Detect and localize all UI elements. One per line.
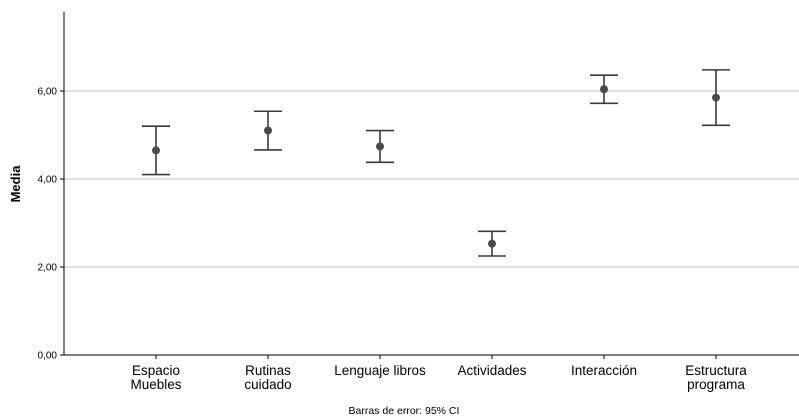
mean-marker-1 <box>264 126 272 135</box>
category-label-line: Lenguaje libros <box>334 363 426 378</box>
error-bars <box>142 69 730 257</box>
category-label-0: Espacio Muebles <box>130 363 181 392</box>
category-label-3: Actividades <box>457 363 526 378</box>
y-tick-label-3: 6,00 <box>38 87 58 98</box>
category-label-2: Lenguaje libros <box>334 363 426 378</box>
category-label-line: Actividades <box>457 363 526 378</box>
y-tick-label-2: 4,00 <box>38 175 58 186</box>
category-label-line: Estructura <box>685 363 747 378</box>
mean-markers <box>152 85 720 248</box>
error-bar-footnote: Barras de error: 95% CI <box>349 405 460 417</box>
category-label-4: Interacción <box>571 363 637 378</box>
mean-marker-3 <box>488 239 496 248</box>
mean-marker-4 <box>600 85 608 94</box>
category-label-line: Rutinas <box>245 363 291 378</box>
category-label-line: Muebles <box>130 377 181 392</box>
category-label-line: cuidado <box>244 377 291 392</box>
y-axis-label: Media <box>8 165 23 203</box>
axes <box>60 12 799 359</box>
category-label-5: Estructura programa <box>685 363 747 392</box>
category-label-line: programa <box>687 377 745 392</box>
category-label-line: Espacio <box>132 363 180 378</box>
mean-marker-2 <box>376 142 384 151</box>
y-tick-labels: 0,00 2,00 4,00 6,00 <box>38 87 58 362</box>
gridlines <box>64 90 799 268</box>
mean-marker-5 <box>712 93 720 102</box>
mean-marker-0 <box>152 146 160 155</box>
y-tick-label-1: 2,00 <box>38 263 58 274</box>
category-labels: Espacio Muebles Rutinas cuidado Lenguaje lib… <box>130 363 747 392</box>
category-label-line: Interacción <box>571 363 637 378</box>
category-label-1: Rutinas cuidado <box>244 363 291 392</box>
y-tick-label-0: 0,00 <box>38 351 58 362</box>
